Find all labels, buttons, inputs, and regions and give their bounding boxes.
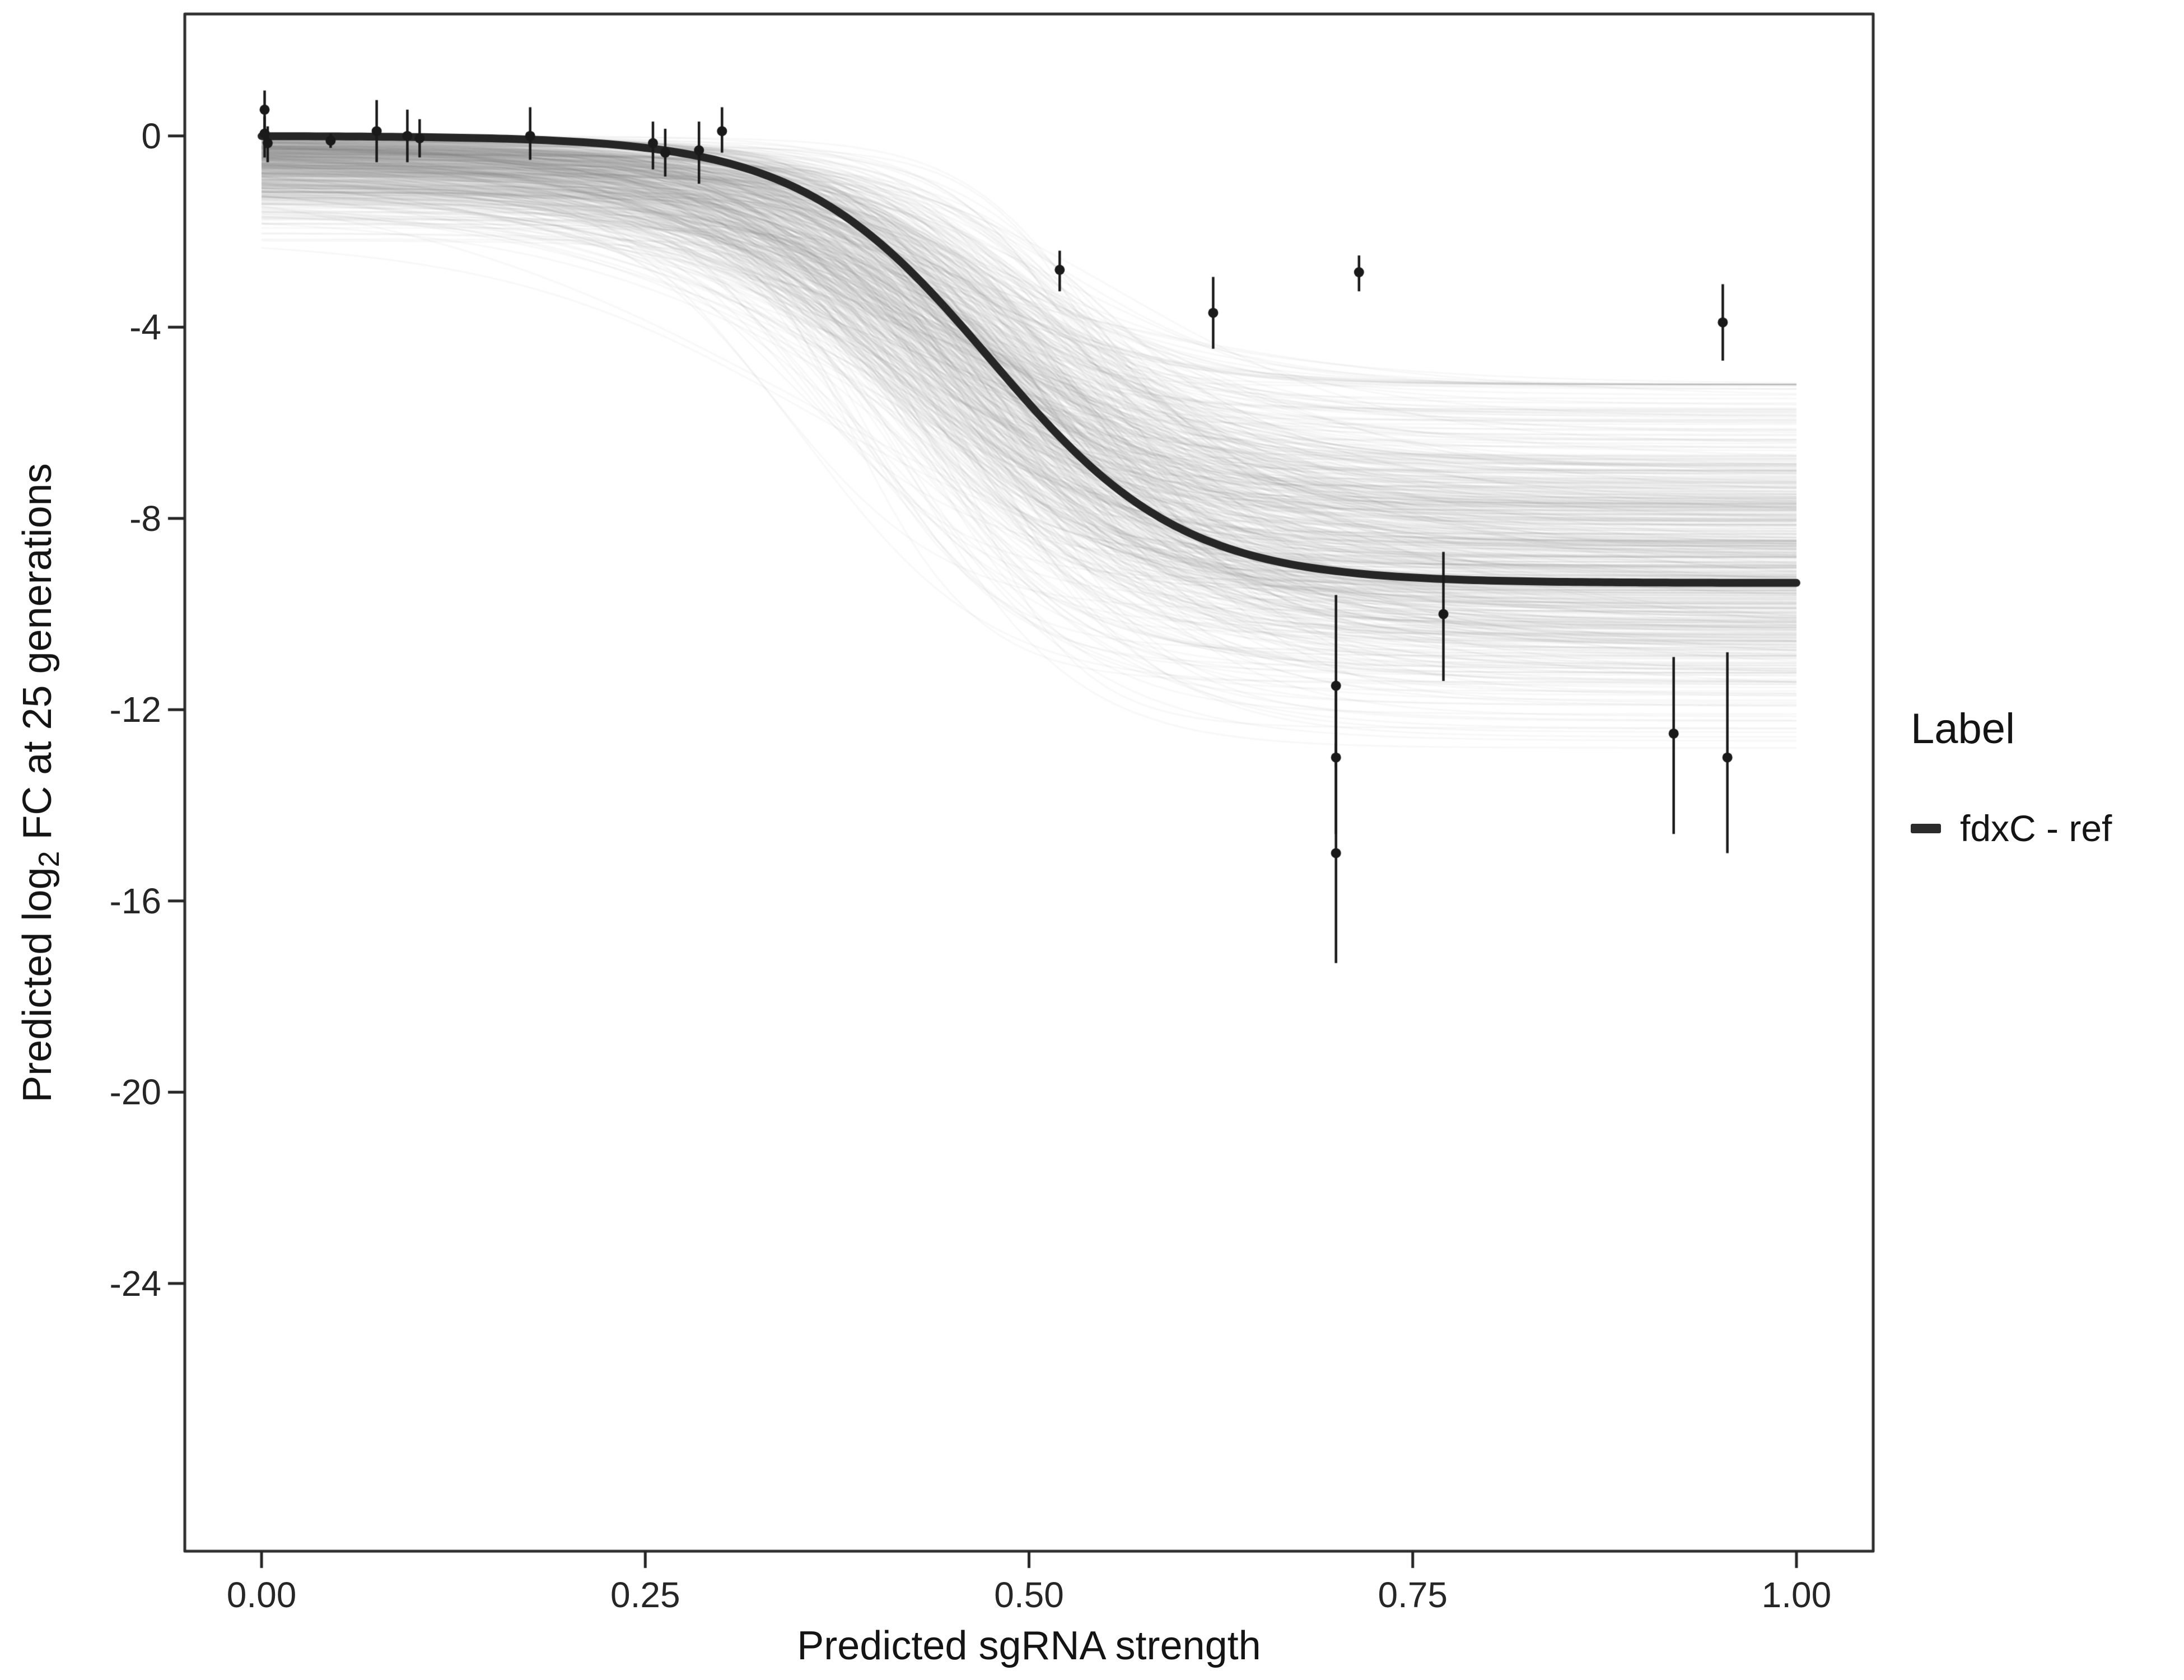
x-tick-label: 0.25 (610, 1575, 680, 1615)
y-axis-title: Predicted log2 FC at 25 generations (15, 463, 66, 1103)
y-tick-label: -16 (109, 880, 162, 921)
x-tick-label: 0.00 (226, 1575, 297, 1615)
y-axis-title-post: FC at 25 generations (15, 463, 60, 851)
y-axis-title-pre: Predicted log (15, 867, 60, 1103)
y-axis-title-subscript: 2 (33, 851, 66, 867)
x-tick-label: 0.50 (994, 1575, 1064, 1615)
y-tick-label: -8 (129, 498, 161, 539)
x-axis-title: Predicted sgRNA strength (797, 1623, 1261, 1668)
y-tick-label: -20 (109, 1072, 162, 1113)
y-tick-label: -4 (129, 307, 161, 348)
legend-key-line-icon (1911, 823, 1941, 833)
x-tick-label: 1.00 (1761, 1575, 1832, 1615)
y-tick-label: -24 (109, 1263, 162, 1304)
legend-item-label: fdxC - ref (1960, 808, 2112, 849)
legend-title: Label (1911, 705, 2015, 753)
x-tick-label: 0.75 (1378, 1575, 1448, 1615)
legend-item: fdxC - ref (1911, 807, 2112, 850)
y-tick-label: -12 (109, 689, 162, 730)
legend: Label fdxC - ref (1911, 704, 2112, 850)
y-tick-label: 0 (141, 115, 161, 156)
